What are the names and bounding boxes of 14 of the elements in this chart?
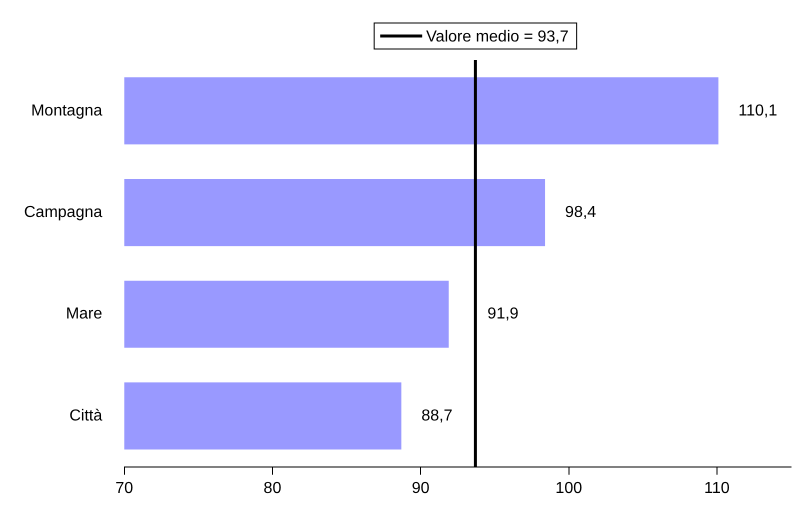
data-label: 98,4 xyxy=(565,204,596,221)
y-tick-label: Mare xyxy=(66,306,102,323)
y-tick-label: Campagna xyxy=(24,204,102,221)
data-label: 88,7 xyxy=(421,407,453,424)
x-tick-label: 100 xyxy=(555,480,582,497)
x-tick-label: 90 xyxy=(412,480,430,497)
x-tick-label: 80 xyxy=(264,480,282,497)
x-tick-label: 110 xyxy=(704,480,730,497)
data-label: 91,9 xyxy=(487,306,519,323)
data-label: 110,1 xyxy=(738,102,778,120)
y-tick-label: Montagna xyxy=(31,102,102,120)
legend-label: Valore medio = 93,7 xyxy=(426,28,569,46)
y-tick-label: Città xyxy=(69,407,102,424)
x-tick-label: 70 xyxy=(115,480,134,497)
